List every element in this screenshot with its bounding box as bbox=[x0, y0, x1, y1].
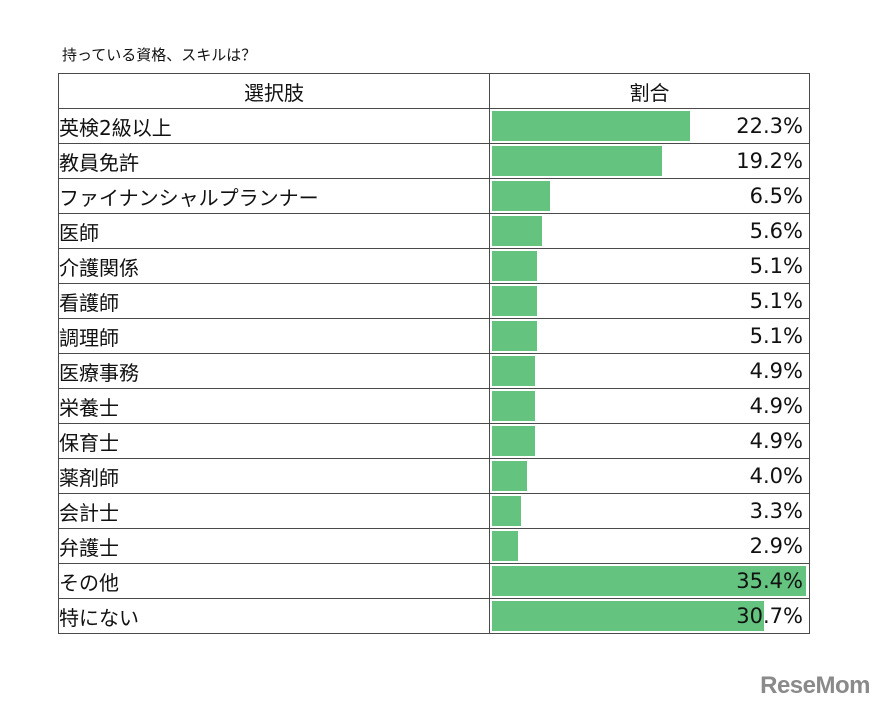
table-row: 医師 5.6% bbox=[58, 213, 810, 249]
ratio-value-label: 35.4% bbox=[736, 569, 803, 593]
ratio-value-label: 30.7% bbox=[736, 604, 803, 628]
ratio-bar bbox=[492, 111, 690, 141]
ratio-bar bbox=[492, 216, 542, 246]
ratio-cell: 2.9% bbox=[489, 528, 810, 564]
ratio-value-label: 5.1% bbox=[749, 324, 803, 348]
table-row: 特にない 30.7% bbox=[58, 598, 810, 634]
option-label: 薬剤師 bbox=[58, 458, 490, 494]
ratio-cell: 3.3% bbox=[489, 493, 810, 529]
option-label: その他 bbox=[58, 563, 490, 599]
table-row: 調理師 5.1% bbox=[58, 318, 810, 354]
table-row: 栄養士 4.9% bbox=[58, 388, 810, 424]
ratio-bar bbox=[492, 146, 662, 176]
chart-title: 持っている資格、スキルは？ bbox=[62, 46, 257, 64]
ratio-cell: 4.9% bbox=[489, 388, 810, 424]
resemom-logo: ReseMom bbox=[760, 672, 870, 699]
ratio-cell: 6.5% bbox=[489, 178, 810, 214]
ratio-cell: 4.9% bbox=[489, 353, 810, 389]
ratio-bar bbox=[492, 391, 535, 421]
ratio-cell: 5.1% bbox=[489, 283, 810, 319]
ratio-bar bbox=[492, 356, 535, 386]
ratio-cell: 5.1% bbox=[489, 248, 810, 284]
ratio-cell: 35.4% bbox=[489, 563, 810, 599]
ratio-bar bbox=[492, 251, 537, 281]
ratio-cell: 22.3% bbox=[489, 108, 810, 144]
table-body: 英検2級以上 22.3% 教員免許 19.2% ファイナンシャルプランナー 6.5% 医師 5… bbox=[58, 108, 810, 634]
survey-table: 選択肢 割合 英検2級以上 22.3% 教員免許 19.2% ファイナンシャルプランナー… bbox=[58, 73, 810, 634]
table-header-row: 選択肢 割合 bbox=[58, 73, 810, 109]
table-row: 保育士 4.9% bbox=[58, 423, 810, 459]
ratio-cell: 4.9% bbox=[489, 423, 810, 459]
ratio-value-label: 4.9% bbox=[749, 394, 803, 418]
option-label: 医師 bbox=[58, 213, 490, 249]
ratio-value-label: 4.9% bbox=[749, 359, 803, 383]
table-row: その他 35.4% bbox=[58, 563, 810, 599]
ratio-bar bbox=[492, 496, 521, 526]
ratio-bar bbox=[492, 321, 537, 351]
table-row: 英検2級以上 22.3% bbox=[58, 108, 810, 144]
ratio-value-label: 2.9% bbox=[749, 534, 803, 558]
ratio-cell: 19.2% bbox=[489, 143, 810, 179]
ratio-bar bbox=[492, 426, 535, 456]
ratio-value-label: 5.6% bbox=[749, 219, 803, 243]
option-label: 介護関係 bbox=[58, 248, 490, 284]
option-label: 特にない bbox=[58, 598, 490, 634]
table-row: 看護師 5.1% bbox=[58, 283, 810, 319]
ratio-value-label: 4.9% bbox=[749, 429, 803, 453]
ratio-bar bbox=[492, 531, 518, 561]
ratio-value-label: 22.3% bbox=[736, 114, 803, 138]
ratio-value-label: 19.2% bbox=[736, 149, 803, 173]
option-label: ファイナンシャルプランナー bbox=[58, 178, 490, 214]
option-label: 医療事務 bbox=[58, 353, 490, 389]
ratio-value-label: 3.3% bbox=[749, 499, 803, 523]
table-row: 会計士 3.3% bbox=[58, 493, 810, 529]
table-row: ファイナンシャルプランナー 6.5% bbox=[58, 178, 810, 214]
ratio-value-label: 4.0% bbox=[749, 464, 803, 488]
option-label: 教員免許 bbox=[58, 143, 490, 179]
ratio-bar bbox=[492, 181, 550, 211]
option-label: 弁護士 bbox=[58, 528, 490, 564]
table-row: 介護関係 5.1% bbox=[58, 248, 810, 284]
ratio-bar bbox=[492, 286, 537, 316]
column-header-option: 選択肢 bbox=[58, 73, 490, 109]
table-row: 弁護士 2.9% bbox=[58, 528, 810, 564]
option-label: 栄養士 bbox=[58, 388, 490, 424]
ratio-bar bbox=[492, 566, 806, 596]
ratio-cell: 5.1% bbox=[489, 318, 810, 354]
ratio-bar bbox=[492, 601, 764, 631]
ratio-cell: 4.0% bbox=[489, 458, 810, 494]
option-label: 英検2級以上 bbox=[58, 108, 490, 144]
option-label: 会計士 bbox=[58, 493, 490, 529]
ratio-value-label: 5.1% bbox=[749, 254, 803, 278]
ratio-value-label: 6.5% bbox=[749, 184, 803, 208]
ratio-bar bbox=[492, 461, 527, 491]
option-label: 調理師 bbox=[58, 318, 490, 354]
ratio-cell: 30.7% bbox=[489, 598, 810, 634]
ratio-cell: 5.6% bbox=[489, 213, 810, 249]
column-header-ratio: 割合 bbox=[489, 73, 810, 109]
table-row: 薬剤師 4.0% bbox=[58, 458, 810, 494]
ratio-value-label: 5.1% bbox=[749, 289, 803, 313]
option-label: 看護師 bbox=[58, 283, 490, 319]
table-row: 医療事務 4.9% bbox=[58, 353, 810, 389]
option-label: 保育士 bbox=[58, 423, 490, 459]
table-row: 教員免許 19.2% bbox=[58, 143, 810, 179]
